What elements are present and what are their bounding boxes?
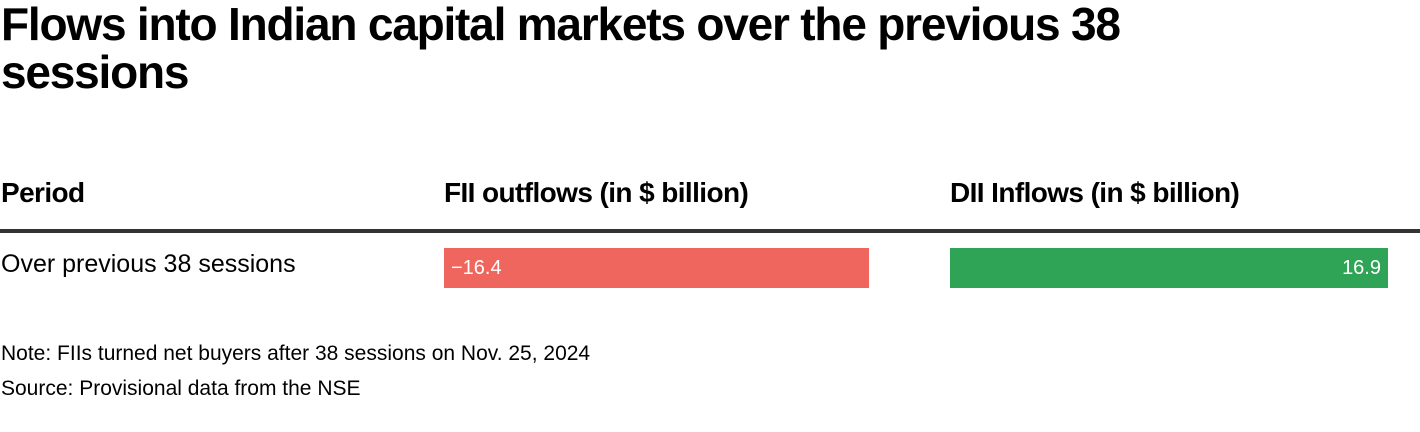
- dii-inflow-bar: 16.9: [950, 248, 1388, 288]
- chart-title: Flows into Indian capital markets over t…: [1, 0, 1121, 98]
- fii-outflow-value-label: −16.4: [451, 257, 502, 279]
- footnote-note: Note: FIIs turned net buyers after 38 se…: [1, 342, 591, 365]
- row-period-label: Over previous 38 sessions: [1, 250, 296, 278]
- column-header-dii-inflows: DII Inflows (in $ billion): [950, 177, 1240, 208]
- fii-outflow-bar: −16.4: [444, 248, 869, 288]
- header-divider: [0, 229, 1420, 233]
- column-header-period: Period: [1, 177, 85, 208]
- footnote-source: Source: Provisional data from the NSE: [1, 377, 361, 400]
- dii-inflow-value-label: 16.9: [1342, 257, 1381, 279]
- column-header-fii-outflows: FII outflows (in $ billion): [444, 177, 749, 208]
